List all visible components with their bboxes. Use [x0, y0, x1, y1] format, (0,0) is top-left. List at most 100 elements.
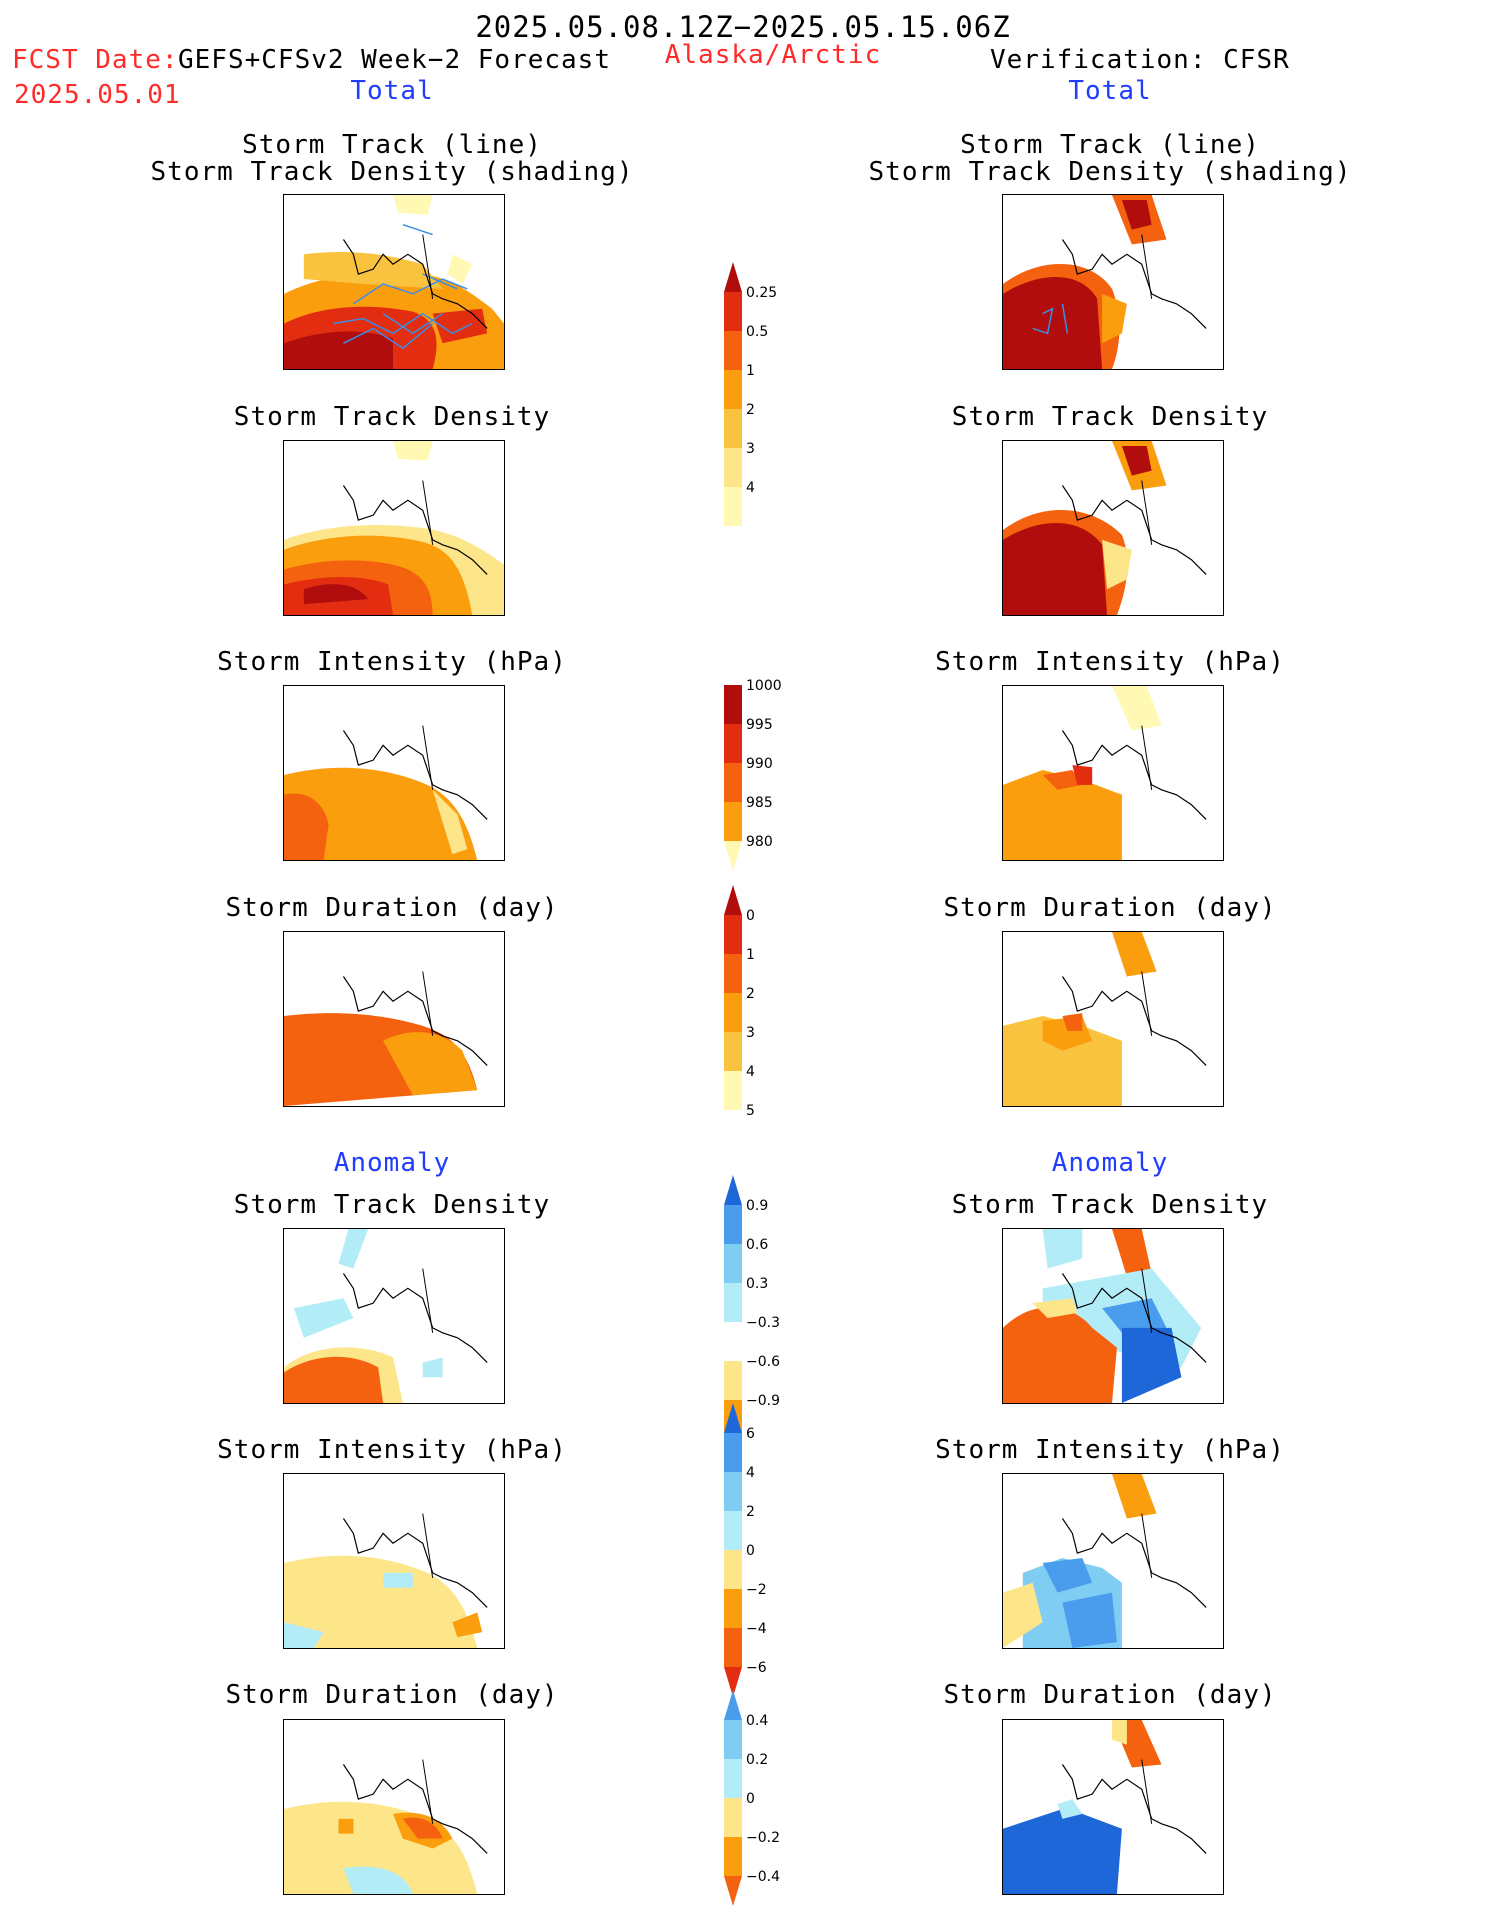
left-anomaly-label: Anomaly [333, 1148, 451, 1178]
colorbar-bin [724, 1720, 742, 1759]
colorbar-tick-label: 0.2 [746, 1752, 768, 1768]
map-left-track [283, 194, 505, 370]
colorbar-tick-label: 3 [746, 441, 755, 457]
right-anomaly-label: Anomaly [1051, 1148, 1169, 1178]
colorbar-tick-label: 990 [746, 756, 773, 772]
colorbar-tick-label: 2 [746, 1504, 755, 1520]
colorbar-bin [724, 1283, 742, 1322]
colorbar-tick-label: 2 [746, 402, 755, 418]
left-title-density: Storm Track Density [233, 402, 551, 432]
colorbar-tick-label: 3 [746, 1025, 755, 1041]
colorbar-bin [724, 487, 742, 526]
colorbar-bin [724, 763, 742, 802]
right-title-track-shading: Storm Track Density (shading) [868, 157, 1352, 187]
colorbar-end-triangle [724, 1876, 742, 1906]
colorbar-tick-label: 0.6 [746, 1237, 768, 1253]
colorbar-tick-label: −0.3 [746, 1315, 780, 1331]
colorbar-bin [724, 1071, 742, 1110]
colorbar-tick-label: 1 [746, 947, 755, 963]
colorbar-end-triangle [724, 1667, 742, 1697]
colorbar-bin [724, 1550, 742, 1589]
colorbar-duration-svg: 0 1 2 3 4 5 [724, 885, 755, 1119]
map-right-duration [1002, 931, 1224, 1107]
colorbar-tick-label: 0 [746, 1791, 755, 1807]
left-title-anom-duration: Storm Duration (day) [225, 1680, 559, 1710]
colorbar-intensity: 1000 995 990 985 980 [722, 645, 802, 889]
left-title-anom-intensity: Storm Intensity (hPa) [217, 1435, 567, 1465]
colorbar-bin [724, 1361, 742, 1400]
left-title-track-line: Storm Track (line) [242, 130, 542, 160]
colorbar-bin [724, 1759, 742, 1798]
colorbar-tick-label: 0.25 [746, 285, 777, 301]
colorbar-tick-label: 980 [746, 834, 773, 850]
colorbar-bin [724, 331, 742, 370]
colorbar-bin [724, 724, 742, 763]
colorbar-bin [724, 1205, 742, 1244]
right-title-anom-intensity: Storm Intensity (hPa) [935, 1435, 1285, 1465]
colorbar-tick-label: 0.4 [746, 1713, 768, 1729]
map-left-density [283, 440, 505, 616]
colorbar-bin [724, 1322, 742, 1361]
colorbar-tick-label: 4 [746, 480, 755, 496]
colorbar-bin [724, 1511, 742, 1550]
colorbar-bin [724, 1589, 742, 1628]
colorbar-tick-label: 0.5 [746, 324, 768, 340]
colorbar-tick-label: 1000 [746, 678, 782, 694]
right-title-duration: Storm Duration (day) [943, 893, 1277, 923]
colorbar-bin [724, 685, 742, 724]
map-left-anom-intensity [283, 1473, 505, 1649]
right-title-anom-density: Storm Track Density [951, 1190, 1269, 1220]
colorbar-tick-label: −0.2 [746, 1830, 780, 1846]
right-title-density: Storm Track Density [951, 402, 1269, 432]
left-title-duration: Storm Duration (day) [225, 893, 559, 923]
map-right-anom-density [1002, 1228, 1224, 1404]
colorbar-anom-duration: 0.4 0.2 0 −0.2 −0.4 [722, 1690, 802, 1924]
region-label: Alaska/Arctic [664, 40, 882, 70]
colorbar-tick-label: −0.4 [746, 1869, 780, 1885]
valid-period: 2025.05.08.12Z−2025.05.15.06Z [475, 10, 1011, 44]
colorbar-bin [724, 370, 742, 409]
colorbar-tick-label: 995 [746, 717, 773, 733]
model-label: GEFS+CFSv2 Week−2 Forecast [178, 45, 611, 75]
colorbar-bin [724, 802, 742, 841]
left-title-track-shading: Storm Track Density (shading) [150, 157, 634, 187]
map-right-anom-duration [1002, 1719, 1224, 1895]
colorbar-tick-label: 985 [746, 795, 773, 811]
map-right-density [1002, 440, 1224, 616]
colorbar-bin [724, 1837, 742, 1876]
colorbar-bin [724, 1798, 742, 1837]
colorbar-intensity-svg: 1000 995 990 985 980 [724, 678, 782, 871]
colorbar-track-density: 0.25 0.5 1 2 3 4 [722, 262, 802, 548]
colorbar-tick-label: −0.9 [746, 1393, 780, 1409]
colorbar-bin [724, 409, 742, 448]
colorbar-tick-label: −6 [746, 1660, 767, 1676]
map-right-intensity [1002, 685, 1224, 861]
right-total-label: Total [1068, 76, 1152, 106]
colorbar-tick-label: 0.9 [746, 1198, 768, 1214]
colorbar-tick-label: 0.3 [746, 1276, 768, 1292]
colorbar-tick-label: 4 [746, 1064, 755, 1080]
colorbar-tick-label: 2 [746, 986, 755, 1002]
map-right-track [1002, 194, 1224, 370]
colorbar-bin [724, 1244, 742, 1283]
colorbar-tick-label: −0.6 [746, 1354, 780, 1370]
colorbar-bin [724, 1472, 742, 1511]
left-title-anom-density: Storm Track Density [233, 1190, 551, 1220]
fcst-date-label: FCST Date: [12, 45, 179, 75]
colorbar-tick-label: 4 [746, 1465, 755, 1481]
colorbar-tick-label: 5 [746, 1103, 755, 1119]
colorbar-tick-label: 0 [746, 908, 755, 924]
colorbar-anom-duration-svg: 0.4 0.2 0 −0.2 −0.4 [724, 1690, 780, 1906]
colorbar-tick-label: 1 [746, 363, 755, 379]
colorbar-end-triangle [724, 262, 742, 292]
colorbar-bin [724, 915, 742, 954]
map-right-anom-intensity [1002, 1473, 1224, 1649]
colorbar-tick-label: 6 [746, 1426, 755, 1442]
colorbar-bin [724, 1628, 742, 1667]
colorbar-tick-label: 0 [746, 1543, 755, 1559]
colorbar-tick-label: −4 [746, 1621, 767, 1637]
fcst-date: 2025.05.01 [14, 80, 181, 110]
map-left-duration [283, 931, 505, 1107]
right-title-anom-duration: Storm Duration (day) [943, 1680, 1277, 1710]
colorbar-bin [724, 448, 742, 487]
